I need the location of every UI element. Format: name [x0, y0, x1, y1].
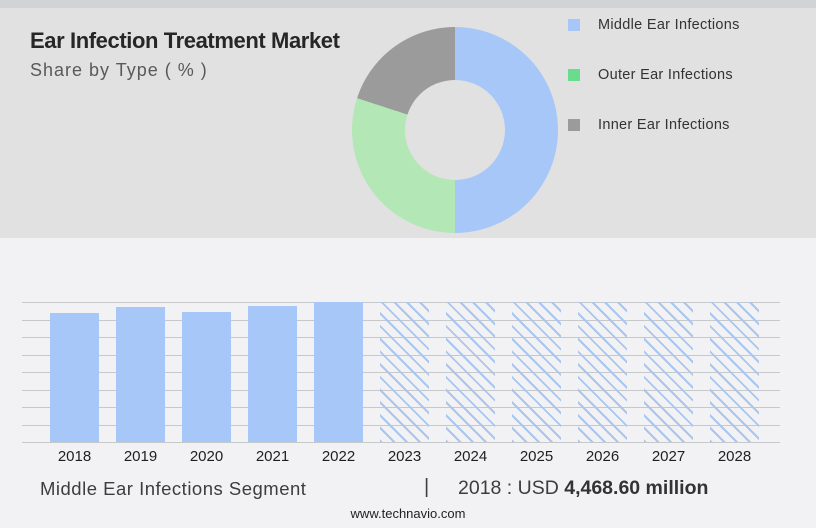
x-axis-label-2025: 2025 [519, 448, 554, 465]
bar-2022 [314, 302, 363, 442]
chart-legend: Middle Ear Infections Outer Ear Infection… [568, 17, 740, 133]
x-axis-label-2022: 2022 [321, 448, 356, 465]
x-axis-label-2020: 2020 [189, 448, 224, 465]
bar-2019 [116, 307, 165, 442]
page-title: Ear Infection Treatment Market [30, 28, 340, 53]
bar-2018 [50, 313, 99, 442]
forecast-bar-2027 [644, 302, 693, 442]
legend-item-label: Inner Ear Infections [598, 117, 730, 133]
caption-separator: | [424, 476, 430, 498]
segment-caption: Middle Ear Infections Segment [40, 478, 307, 499]
x-axis-label-2018: 2018 [57, 448, 92, 465]
forecast-bar-2026 [578, 302, 627, 442]
forecast-bar-2024 [446, 302, 495, 442]
x-axis-label-2026: 2026 [585, 448, 620, 465]
donut-hole [405, 80, 505, 180]
legend-swatch-icon [568, 69, 580, 81]
page-subtitle: Share by Type ( % ) [30, 60, 208, 80]
segment-value: 2018 : USD 4,468.60 million [458, 477, 708, 500]
website-url: www.technavio.com [350, 506, 466, 521]
legend-item-label: Middle Ear Infections [598, 17, 740, 33]
forecast-bar-2025 [512, 302, 561, 442]
x-axis-label-2027: 2027 [651, 448, 686, 465]
legend-item-0: Middle Ear Infections [568, 17, 740, 33]
value-prefix: 2018 : USD [458, 477, 565, 499]
bar-chart-plot: 2018 2019 2020 2021 2022 2023 2024 2025 2026 2027… [22, 302, 780, 465]
value-amount: 4,468.60 million [564, 477, 709, 499]
donut-chart [352, 27, 558, 233]
x-axis-label-2019: 2019 [123, 448, 158, 465]
legend-item-1: Outer Ear Infections [568, 67, 740, 83]
x-axis-label-2028: 2028 [717, 448, 752, 465]
forecast-bar-2028 [710, 302, 759, 442]
header-section: Ear Infection Treatment Market Share by … [0, 0, 816, 238]
legend-item-2: Inner Ear Infections [568, 117, 740, 133]
top-accent-strip [0, 0, 816, 8]
legend-swatch-icon [568, 119, 580, 131]
x-axis-label-2021: 2021 [255, 448, 290, 465]
x-axis-label-2023: 2023 [387, 448, 422, 465]
bar-2021 [248, 306, 297, 442]
gridline [22, 442, 780, 443]
forecast-bar-2023 [380, 302, 429, 442]
legend-swatch-icon [568, 19, 580, 31]
bar-2020 [182, 311, 231, 442]
legend-item-label: Outer Ear Infections [598, 67, 733, 83]
x-axis-label-2024: 2024 [453, 448, 488, 465]
